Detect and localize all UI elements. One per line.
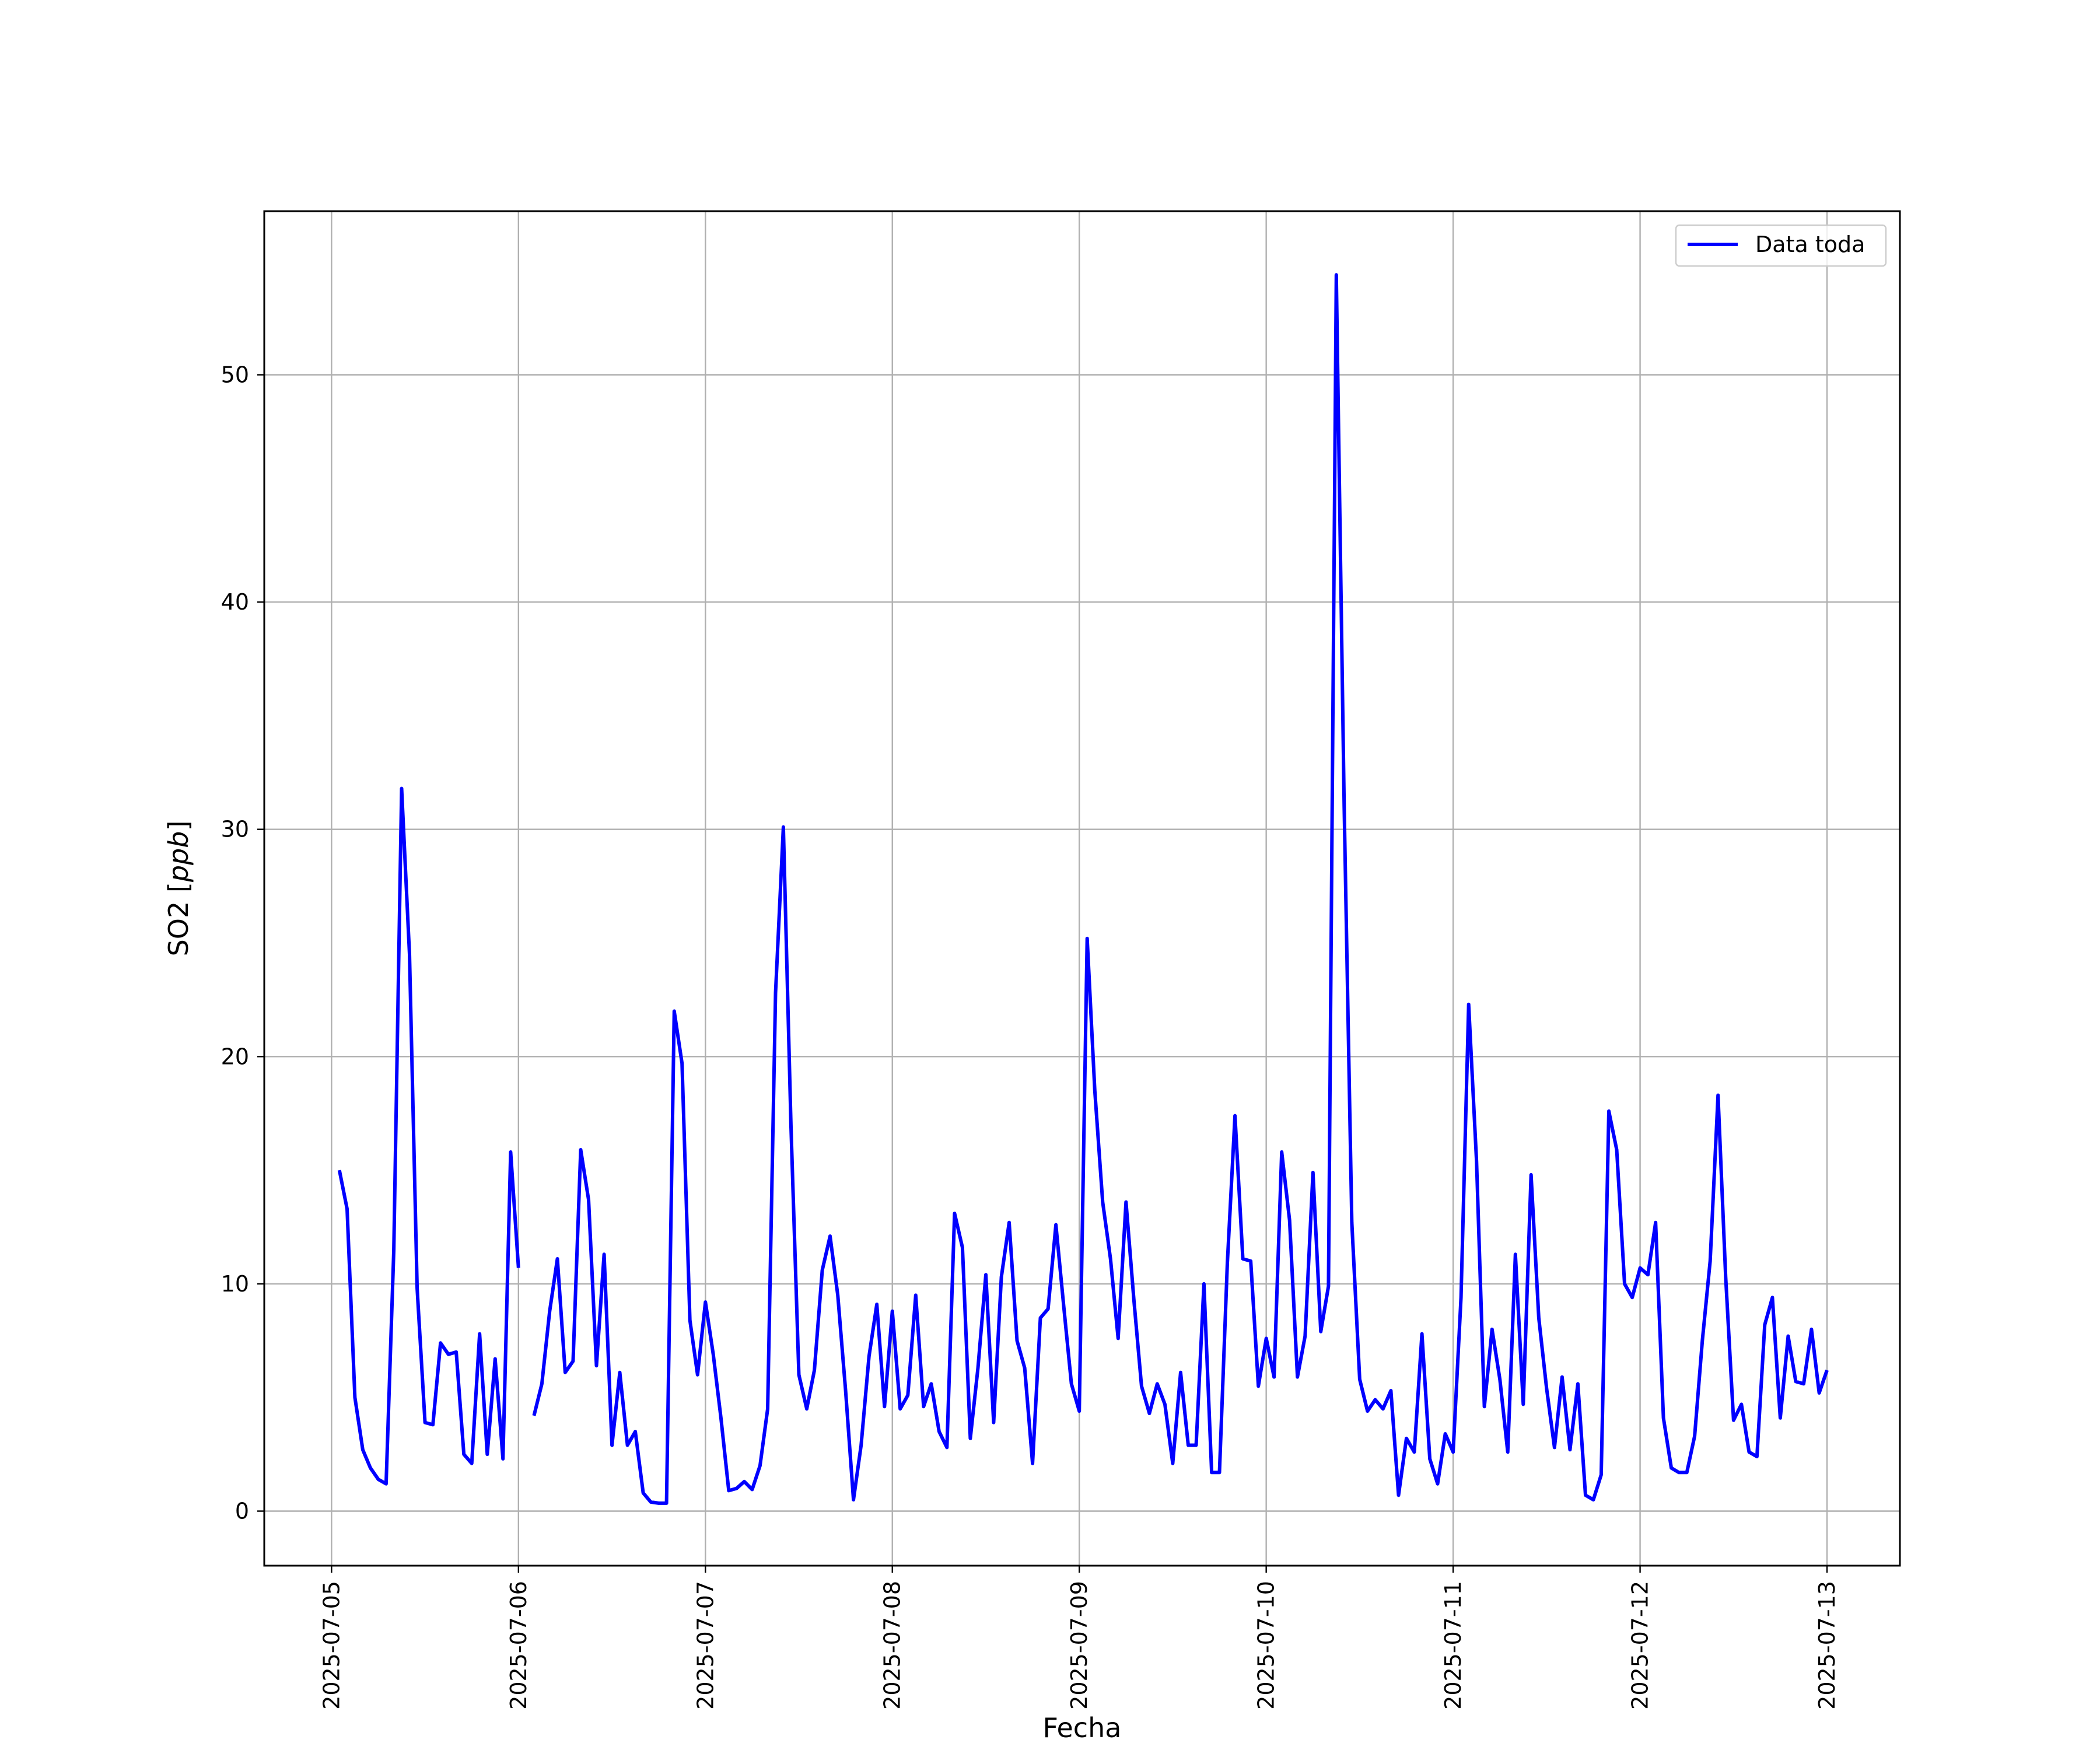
x-tick-label: 2025-07-06	[506, 1581, 531, 1710]
x-tick-label: 2025-07-09	[1066, 1581, 1092, 1710]
legend: Data toda	[1675, 224, 1887, 267]
x-axis-label: Fecha	[1043, 1712, 1122, 1744]
y-tick-label: 20	[221, 1044, 249, 1069]
x-tick-label: 2025-07-07	[692, 1581, 718, 1710]
y-tick-label: 30	[221, 817, 249, 842]
y-axis-label-unit: ppb	[163, 831, 194, 883]
series-line	[532, 273, 1829, 1505]
y-axis-label: SO2 [ppb]	[163, 821, 194, 957]
y-axis-label-close: ]	[163, 821, 194, 831]
series-layer	[337, 273, 1829, 1505]
y-tick-label: 40	[221, 589, 249, 615]
x-tick-label: 2025-07-13	[1814, 1581, 1840, 1710]
legend-label: Data toda	[1755, 232, 1865, 257]
y-tick-label: 0	[235, 1498, 249, 1524]
x-tick-label: 2025-07-10	[1254, 1581, 1279, 1710]
series-line	[337, 786, 520, 1486]
legend-box	[1675, 224, 1887, 267]
x-tick-label: 2025-07-05	[318, 1581, 344, 1710]
x-tick-label: 2025-07-12	[1628, 1581, 1653, 1710]
y-tick-label: 50	[221, 362, 249, 388]
x-tick-label: 2025-07-11	[1440, 1581, 1466, 1710]
x-axis: 2025-07-05 2025-07-06 2025-07-07 2025-07-08…	[318, 1566, 1840, 1710]
y-axis-label-main: SO2 [	[163, 882, 194, 956]
y-tick-label: 10	[221, 1271, 249, 1297]
y-axis: 0 10 20 30 40 50	[221, 362, 264, 1524]
x-tick-label: 2025-07-08	[880, 1581, 905, 1710]
plot-frame	[263, 210, 1901, 1567]
